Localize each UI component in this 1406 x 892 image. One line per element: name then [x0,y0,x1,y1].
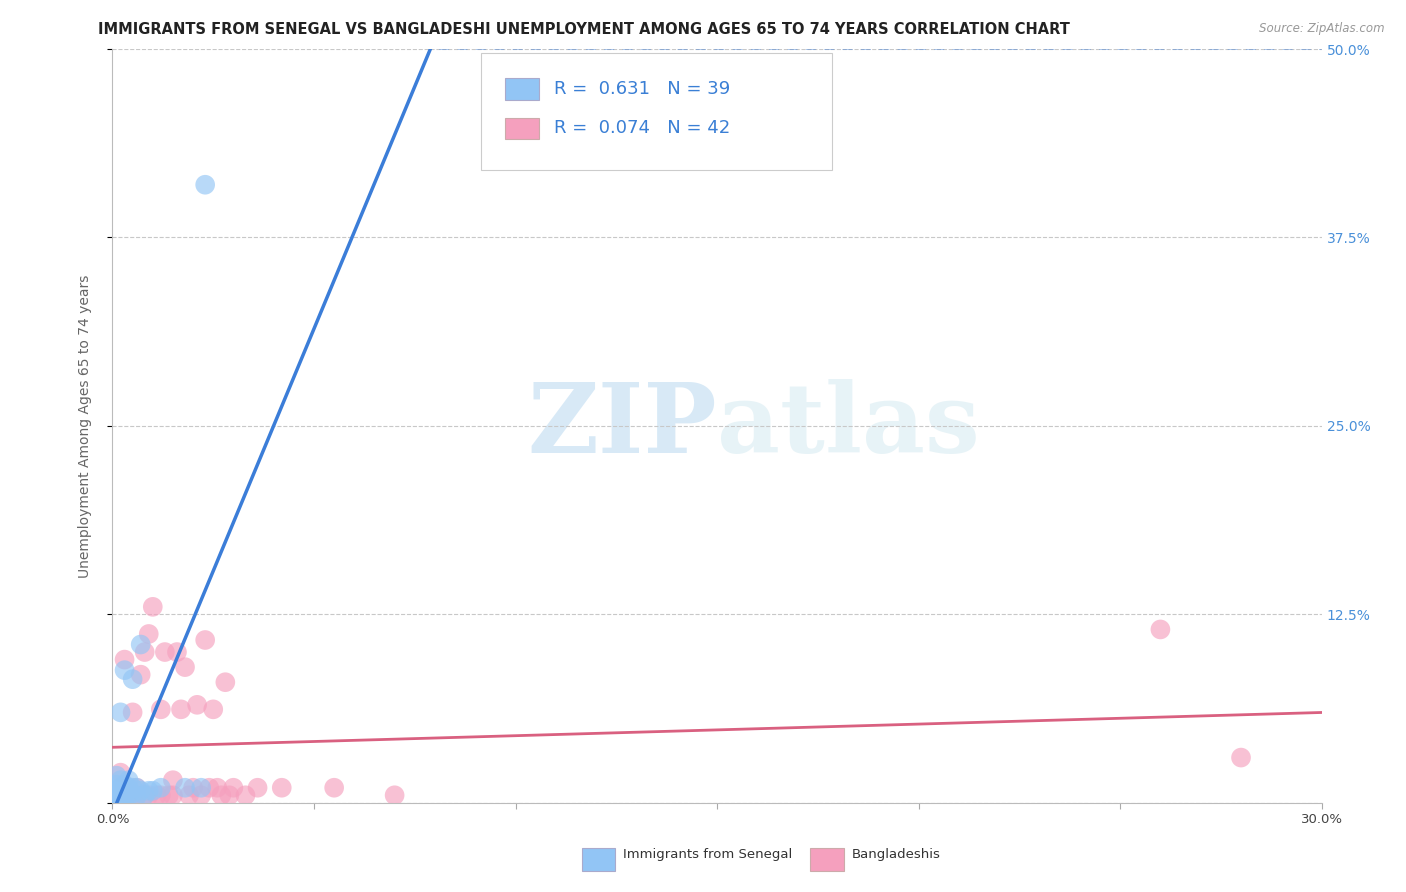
Point [194,178,217,192]
Point [107,789,129,803]
Point [149,702,172,716]
Point [153,645,176,659]
Point [125,780,148,795]
Point [166,645,188,659]
Point [110,791,132,805]
Point [190,789,212,803]
Point [114,791,136,805]
Point [246,780,269,795]
Text: R =  0.074   N = 42: R = 0.074 N = 42 [554,120,730,137]
Point [186,698,208,712]
Point [134,789,156,803]
Point [142,783,165,797]
Point [121,789,143,803]
Point [218,789,240,803]
Point [134,789,156,803]
Point [162,789,184,803]
Point [110,780,132,795]
Point [174,660,197,674]
Point [125,789,148,804]
Point [117,780,139,795]
Point [149,789,172,803]
Point [142,599,165,614]
Point [129,667,152,681]
Point [117,783,139,797]
Point [103,789,125,803]
Point [105,783,128,797]
Point [110,773,132,788]
Point [105,789,128,804]
Point [110,789,132,803]
Point [181,780,204,795]
Point [105,769,128,783]
Point [105,778,128,792]
Point [104,791,127,805]
Point [114,787,136,801]
Point [174,780,197,795]
Point [117,773,139,788]
Point [114,663,136,677]
Text: Bangladeshis: Bangladeshis [851,848,941,862]
Point [157,789,180,803]
Point [190,780,212,795]
FancyBboxPatch shape [506,78,540,100]
Point [384,789,406,803]
Point [134,645,156,659]
Point [146,789,169,803]
Text: IMMIGRANTS FROM SENEGAL VS BANGLADESHI UNEMPLOYMENT AMONG AGES 65 TO 74 YEARS CO: IMMIGRANTS FROM SENEGAL VS BANGLADESHI U… [98,22,1070,37]
Point [117,789,139,803]
Point [129,638,152,652]
Point [114,652,136,666]
Point [235,789,257,803]
Point [121,780,143,795]
Text: Source: ZipAtlas.com: Source: ZipAtlas.com [1260,22,1385,36]
Text: atlas: atlas [717,379,980,473]
Point [202,702,225,716]
Point [114,778,136,792]
Point [209,789,232,803]
Point [105,789,128,803]
Point [125,789,148,803]
Point [162,773,184,788]
Point [121,706,143,720]
Point [323,780,346,795]
Point [207,780,229,795]
Point [114,780,136,795]
FancyBboxPatch shape [582,848,616,871]
Point [121,672,143,686]
Point [214,675,236,690]
FancyBboxPatch shape [481,53,832,169]
Point [222,780,245,795]
Text: R =  0.631   N = 39: R = 0.631 N = 39 [554,80,730,98]
Point [110,706,132,720]
Point [138,783,160,797]
Point [117,789,139,803]
Point [1230,750,1253,764]
Point [138,627,160,641]
Point [114,783,136,797]
Point [129,783,152,797]
Point [110,783,132,797]
Point [138,789,160,803]
FancyBboxPatch shape [506,118,540,139]
Point [194,632,217,647]
Point [114,789,136,803]
Point [121,787,143,801]
Text: ZIP: ZIP [527,379,717,473]
Point [177,789,200,803]
Point [149,780,172,795]
Point [110,765,132,780]
Point [125,780,148,795]
Point [170,702,193,716]
Y-axis label: Unemployment Among Ages 65 to 74 years: Unemployment Among Ages 65 to 74 years [77,274,91,578]
Text: Immigrants from Senegal: Immigrants from Senegal [623,848,792,862]
Point [198,780,221,795]
FancyBboxPatch shape [810,848,844,871]
Point [270,780,292,795]
Point [1149,623,1171,637]
